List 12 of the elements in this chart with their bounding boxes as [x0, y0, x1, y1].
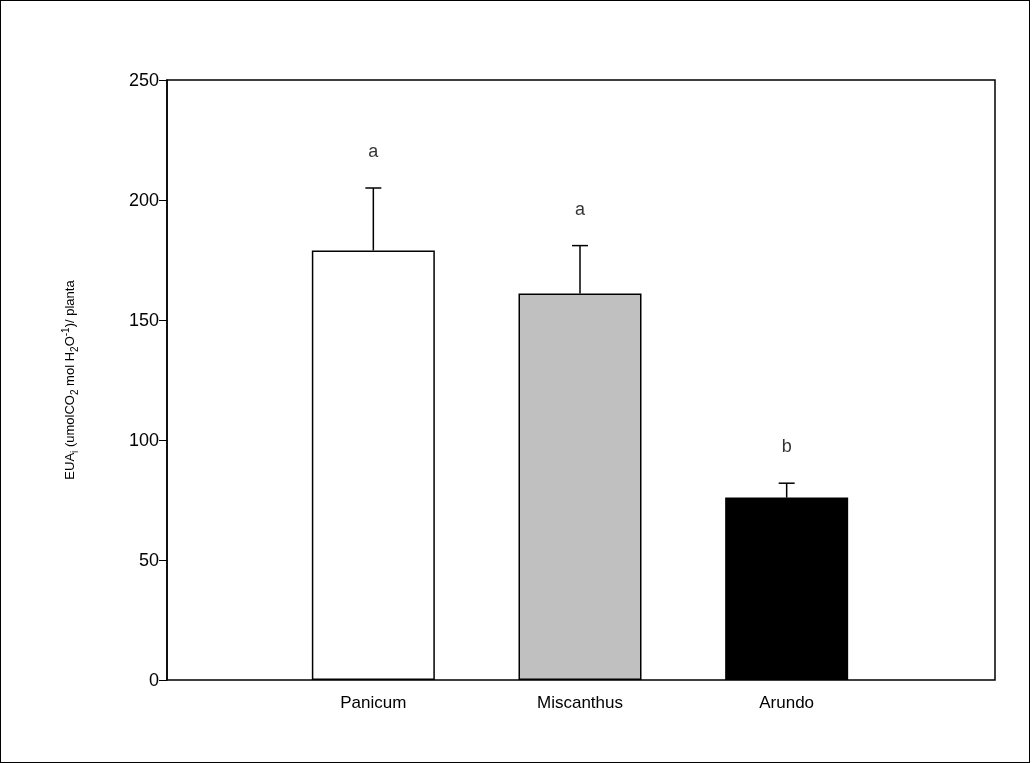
y-tick-label: 0	[148, 670, 159, 690]
y-tick-label: 200	[128, 190, 159, 210]
x-tick-label: Arundo	[759, 693, 815, 712]
y-tick-label: 100	[128, 430, 159, 450]
annotation: a	[368, 141, 380, 161]
y-tick-label: 150	[128, 310, 159, 330]
annotation: b	[781, 436, 792, 457]
x-tick-label: Miscanthus	[537, 693, 623, 712]
x-tick-label: Panicum	[340, 693, 407, 712]
y-tick-label: 50	[138, 550, 159, 570]
annotation: a	[574, 198, 586, 219]
y-tick-label: 250	[128, 70, 159, 90]
